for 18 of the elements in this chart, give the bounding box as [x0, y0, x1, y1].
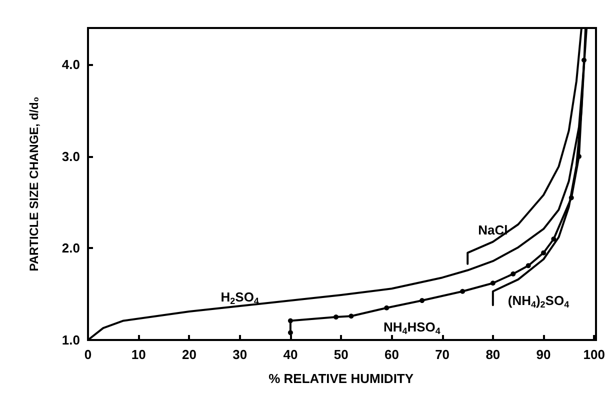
x-tick-label: 50: [334, 347, 348, 362]
y-tick-label: 1.0: [62, 332, 80, 348]
x-tick-label: 20: [182, 347, 196, 362]
x-tick-label: 60: [384, 347, 399, 362]
y-tick-label: 3.0: [62, 148, 80, 164]
y-axis-title: PARTICLE SIZE CHANGE, d/d₀: [27, 96, 41, 272]
x-tick-label: 100: [583, 347, 606, 362]
y-tick-label: 2.0: [62, 240, 80, 256]
x-axis-title: % RELATIVE HUMIDITY: [268, 371, 414, 386]
annotation: NaCl: [478, 222, 508, 238]
x-tick-label: 30: [232, 347, 248, 362]
x-tick-label: 10: [131, 347, 146, 362]
x-tick-label: 0: [84, 347, 92, 362]
x-tick-label: 90: [536, 347, 551, 362]
y-tick-label: 4.0: [62, 57, 80, 72]
x-tick-label: 80: [486, 347, 500, 362]
x-tick-label: 70: [435, 347, 450, 362]
x-tick-label: 40: [283, 347, 298, 362]
